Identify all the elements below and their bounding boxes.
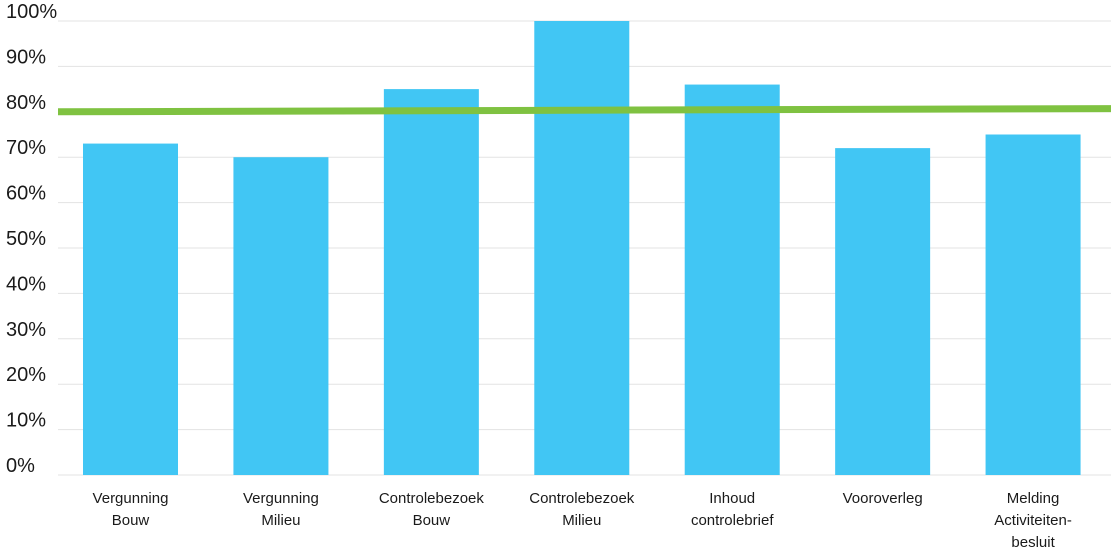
x-category-label-line: besluit bbox=[1011, 534, 1055, 551]
x-category-label: Vergunning Milieu bbox=[243, 490, 319, 529]
y-tick-label: 80% bbox=[6, 92, 46, 114]
bar bbox=[534, 21, 630, 475]
y-tick-label: 30% bbox=[6, 319, 46, 341]
x-category-label: Inhoud controlebrief bbox=[691, 490, 774, 529]
x-category-label-line: Bouw bbox=[413, 512, 451, 529]
bar bbox=[233, 157, 329, 475]
reference-line-layer bbox=[57, 105, 1111, 116]
x-category-label-line: Controlebezoek bbox=[379, 490, 485, 507]
x-category-label-line: Inhoud bbox=[709, 490, 755, 507]
x-category-label-line: Controlebezoek bbox=[529, 490, 635, 507]
x-category-label-line: Milieu bbox=[261, 512, 300, 529]
y-tick-label: 10% bbox=[6, 410, 46, 432]
x-category-label: Controlebezoek Bouw bbox=[379, 490, 485, 529]
y-axis-tick-labels: 0% 10% 20% 30% 40% 50% 60% 70% 80% 90% 100% bbox=[6, 1, 57, 477]
x-category-label-line: Activiteiten- bbox=[994, 512, 1072, 529]
y-tick-label: 20% bbox=[6, 364, 46, 386]
x-category-label-line: Bouw bbox=[112, 512, 150, 529]
x-category-label-line: controlebrief bbox=[691, 512, 774, 529]
x-category-label: Melding Activiteiten-besluit bbox=[994, 490, 1072, 551]
reference-line bbox=[57, 105, 1111, 116]
y-tick-label: 0% bbox=[6, 455, 35, 477]
y-tick-label: 100% bbox=[6, 1, 57, 23]
x-category-label-line: Vergunning bbox=[93, 490, 169, 507]
bar bbox=[684, 84, 780, 475]
x-category-label-line: Melding bbox=[1007, 490, 1060, 507]
y-tick-label: 60% bbox=[6, 183, 46, 205]
x-category-label: Controlebezoek Milieu bbox=[529, 490, 635, 529]
bars bbox=[83, 21, 1081, 475]
y-tick-label: 50% bbox=[6, 228, 46, 250]
bar bbox=[835, 148, 931, 475]
x-category-label-line: Milieu bbox=[562, 512, 601, 529]
bar bbox=[83, 143, 178, 475]
x-category-label: Vergunning Bouw bbox=[93, 490, 169, 529]
y-tick-label: 40% bbox=[6, 273, 46, 295]
bar bbox=[383, 89, 479, 475]
x-category-label-line: Vooroverleg bbox=[843, 490, 923, 507]
x-category-label-line: Vergunning bbox=[243, 490, 319, 507]
y-tick-label: 90% bbox=[6, 46, 46, 68]
bar bbox=[985, 134, 1081, 475]
x-category-label: Vooroverleg bbox=[843, 490, 923, 507]
y-tick-label: 70% bbox=[6, 137, 46, 159]
